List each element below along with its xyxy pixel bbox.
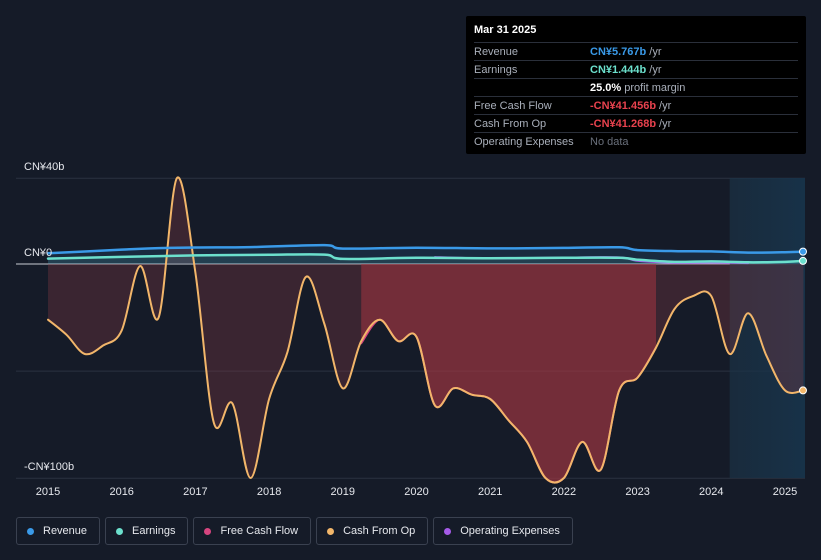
revenue-area (48, 245, 804, 264)
tooltip-row-cash-from-op: Cash From Op -CN¥41.268b /yr (474, 115, 798, 133)
legend-item-cash-from-op[interactable]: Cash From Op (316, 517, 429, 545)
series-line-cash-from-op (47, 176, 805, 484)
x-tick-label: 2015 (36, 486, 60, 498)
tooltip-row-revenue: Revenue CN¥5.767b /yr (474, 43, 798, 61)
tooltip-unit: /yr (649, 45, 662, 58)
tooltip-unit: /yr (659, 117, 672, 130)
legend-item-revenue[interactable]: Revenue (16, 517, 101, 545)
tooltip-value: CN¥5.767b (590, 45, 647, 58)
y-axis-label-zero: CN¥0 (24, 247, 52, 259)
tooltip-row-operating-expenses: Operating Expenses No data (474, 133, 798, 150)
series-end-dots (799, 247, 807, 395)
legend-dot-icon (27, 527, 34, 535)
area-fills (48, 177, 804, 483)
legend-dot-icon (327, 527, 335, 535)
legend-item-earnings[interactable]: Earnings (105, 517, 189, 545)
legend-label: Free Cash Flow (220, 525, 299, 537)
end-point-cash-from-op (799, 386, 807, 395)
tooltip-unit: /yr (649, 63, 662, 76)
tooltip-row-profit-margin: 25.0% profit margin (474, 79, 798, 97)
end-point-revenue (799, 247, 807, 256)
x-tick-label: 2020 (404, 486, 428, 498)
legend-dot-icon (444, 527, 452, 535)
legend-label: Revenue (43, 525, 88, 537)
legend-label: Cash From Op (343, 525, 416, 537)
x-tick-label: 2023 (625, 486, 649, 498)
legend-label: Earnings (132, 525, 176, 537)
legend-dot-icon (116, 527, 124, 535)
tooltip-unit: profit margin (624, 81, 686, 94)
x-tick-label: 2024 (699, 486, 723, 498)
y-axis-label-bottom: -CN¥100b (24, 461, 74, 473)
tooltip-label: Cash From Op (474, 117, 547, 130)
end-point-earnings (799, 256, 807, 265)
tooltip-value: 25.0% (590, 81, 622, 94)
x-tick-label: 2016 (109, 486, 133, 498)
tooltip-value: No data (590, 135, 629, 148)
series-lines (46, 176, 805, 484)
tooltip-label: Operating Expenses (474, 135, 574, 148)
data-tooltip: Mar 31 2025 Revenue CN¥5.767b /yr Earnin… (466, 16, 806, 154)
x-tick-label: 2019 (331, 486, 355, 498)
x-axis-ticks: 2015 2016 2017 2018 2019 2020 2021 2022 2023 2024… (36, 486, 797, 498)
tooltip-value: -CN¥41.456b (590, 99, 657, 112)
x-tick-label: 2025 (773, 486, 797, 498)
tooltip-label: Revenue (474, 45, 519, 58)
x-tick-label: 2021 (478, 486, 502, 498)
series-line-revenue (46, 243, 805, 255)
legend-item-operating-expenses[interactable]: Operating Expenses (433, 517, 573, 545)
tooltip-row-earnings: Earnings CN¥1.444b /yr (474, 61, 798, 79)
forecast-region (729, 178, 805, 478)
tooltip-label: Free Cash Flow (474, 99, 552, 112)
legend-label: Operating Expenses (460, 525, 560, 537)
x-tick-label: 2018 (257, 486, 281, 498)
series-line-earnings (46, 253, 805, 264)
legend-dot-icon (204, 527, 212, 535)
chart-legend: Revenue Earnings Free Cash Flow Cash Fro… (16, 517, 573, 545)
earnings-area (48, 254, 804, 264)
tooltip-row-free-cash-flow: Free Cash Flow -CN¥41.456b /yr (474, 97, 798, 115)
x-tick-label: 2017 (183, 486, 207, 498)
tooltip-date: Mar 31 2025 (474, 24, 798, 43)
legend-item-free-cash-flow[interactable]: Free Cash Flow (193, 517, 312, 545)
tooltip-value: -CN¥41.268b (590, 117, 657, 130)
tooltip-unit: /yr (659, 99, 672, 112)
free-cash-flow-area (361, 264, 657, 483)
y-axis-label-top: CN¥40b (24, 161, 64, 173)
x-tick-label: 2022 (552, 486, 576, 498)
tooltip-value: CN¥1.444b (590, 63, 647, 76)
tooltip-label: Earnings (474, 63, 518, 76)
